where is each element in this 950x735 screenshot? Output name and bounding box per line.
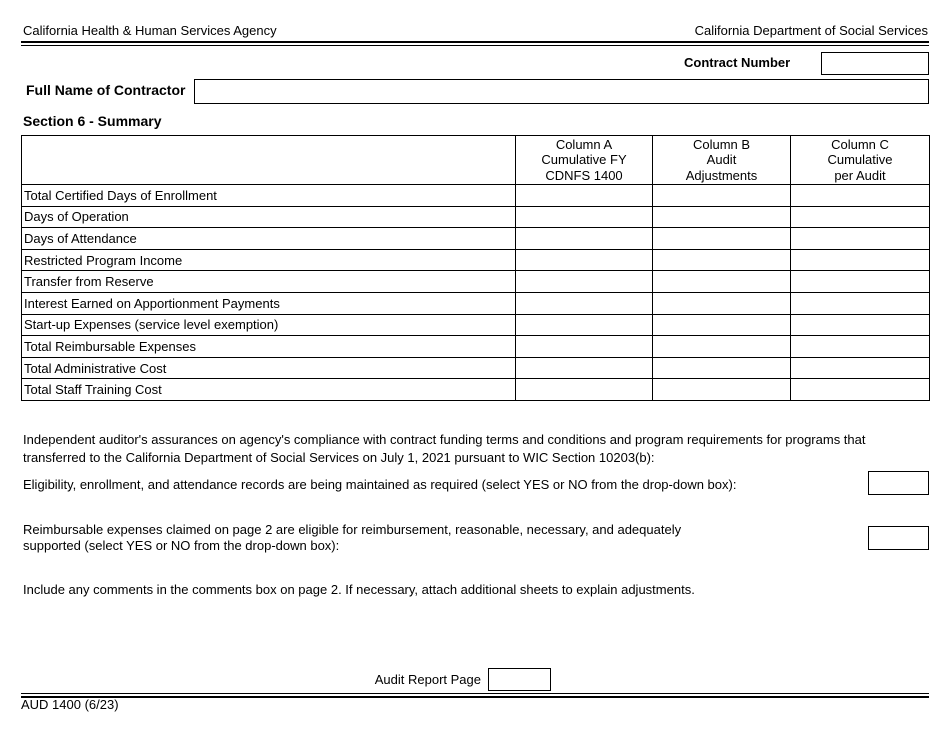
row-label: Total Reimbursable Expenses: [21, 335, 516, 358]
row-label: Days of Operation: [21, 205, 516, 229]
audit-report-page-field[interactable]: [488, 668, 551, 691]
column-c-input[interactable]: [790, 205, 930, 229]
contractor-name-label: Full Name of Contractor: [26, 82, 186, 98]
column-a-input[interactable]: [515, 205, 653, 229]
row-label: Total Administrative Cost: [21, 356, 516, 380]
column-b-input[interactable]: [652, 227, 791, 250]
column-a-header: Column A Cumulative FY CDNFS 1400: [515, 135, 653, 185]
row-label: Interest Earned on Apportionment Payment…: [21, 291, 516, 315]
column-b-input[interactable]: [652, 356, 791, 380]
column-c-input[interactable]: [790, 248, 930, 272]
row-label: Days of Attendance: [21, 227, 516, 250]
row-label: Total Staff Training Cost: [21, 378, 516, 401]
assurances-intro-line2: transferred to the California Department…: [23, 450, 655, 465]
eligibility-question: Eligibility, enrollment, and attendance …: [23, 477, 737, 492]
footer-divider: [21, 696, 929, 698]
column-b-input[interactable]: [652, 205, 791, 229]
column-b-input[interactable]: [652, 378, 791, 401]
assurances-intro-line1: Independent auditor's assurances on agen…: [23, 432, 866, 447]
reimbursable-question-line1: Reimbursable expenses claimed on page 2 …: [23, 522, 682, 537]
column-b-input[interactable]: [652, 335, 791, 358]
table-header-row: Column A Cumulative FY CDNFS 1400 Column B…: [21, 135, 930, 185]
header-blank: [21, 135, 516, 185]
footer-divider-thin: [21, 693, 929, 694]
table-row: Days of Operation: [21, 205, 930, 229]
summary-table: Column A Cumulative FY CDNFS 1400 Column B…: [21, 135, 930, 401]
column-c-input[interactable]: [790, 313, 930, 337]
department-name: California Department of Social Services: [694, 23, 928, 38]
table-row: Interest Earned on Apportionment Payment…: [21, 291, 930, 315]
row-label: Restricted Program Income: [21, 248, 516, 272]
eligibility-yes-no-dropdown[interactable]: [868, 471, 929, 495]
column-c-input[interactable]: [790, 270, 930, 293]
table-row: Transfer from Reserve: [21, 270, 930, 293]
column-c-input[interactable]: [790, 184, 930, 207]
column-a-input[interactable]: [515, 378, 653, 401]
column-b-input[interactable]: [652, 184, 791, 207]
contract-number-field[interactable]: [821, 52, 929, 75]
contract-number-label: Contract Number: [684, 55, 791, 70]
column-c-input[interactable]: [790, 335, 930, 358]
table-row: Restricted Program Income: [21, 248, 930, 272]
form-id: AUD 1400 (6/23): [21, 697, 119, 712]
column-a-input[interactable]: [515, 356, 653, 380]
column-a-input[interactable]: [515, 335, 653, 358]
reimbursable-yes-no-dropdown[interactable]: [868, 526, 929, 550]
header-divider: [21, 41, 929, 43]
column-a-input[interactable]: [515, 291, 653, 315]
column-b-input[interactable]: [652, 270, 791, 293]
row-label: Transfer from Reserve: [21, 270, 516, 293]
agency-name: California Health & Human Services Agenc…: [23, 23, 277, 38]
column-b-header: Column B Audit Adjustments: [652, 135, 791, 185]
column-a-input[interactable]: [515, 184, 653, 207]
column-a-input[interactable]: [515, 248, 653, 272]
comments-instruction: Include any comments in the comments box…: [23, 582, 695, 597]
section-title: Section 6 - Summary: [23, 113, 162, 129]
contractor-name-field[interactable]: [194, 79, 929, 104]
column-a-input[interactable]: [515, 227, 653, 250]
table-row: Total Staff Training Cost: [21, 378, 930, 401]
table-row: Total Reimbursable Expenses: [21, 335, 930, 358]
column-b-input[interactable]: [652, 291, 791, 315]
table-row: Total Certified Days of Enrollment: [21, 184, 930, 207]
column-c-input[interactable]: [790, 378, 930, 401]
column-a-input[interactable]: [515, 270, 653, 293]
header-divider-thin: [21, 45, 929, 46]
column-b-input[interactable]: [652, 248, 791, 272]
column-c-input[interactable]: [790, 356, 930, 380]
reimbursable-question-line2: supported (select YES or NO from the dro…: [23, 538, 340, 553]
column-c-header: Column C Cumulative per Audit: [790, 135, 930, 185]
row-label: Total Certified Days of Enrollment: [21, 184, 516, 207]
column-b-input[interactable]: [652, 313, 791, 337]
row-label: Start-up Expenses (service level exempti…: [21, 313, 516, 337]
table-row: Start-up Expenses (service level exempti…: [21, 313, 930, 337]
column-a-input[interactable]: [515, 313, 653, 337]
column-c-input[interactable]: [790, 227, 930, 250]
table-row: Days of Attendance: [21, 227, 930, 250]
column-c-input[interactable]: [790, 291, 930, 315]
table-row: Total Administrative Cost: [21, 356, 930, 380]
audit-report-page-label: Audit Report Page: [374, 672, 481, 687]
